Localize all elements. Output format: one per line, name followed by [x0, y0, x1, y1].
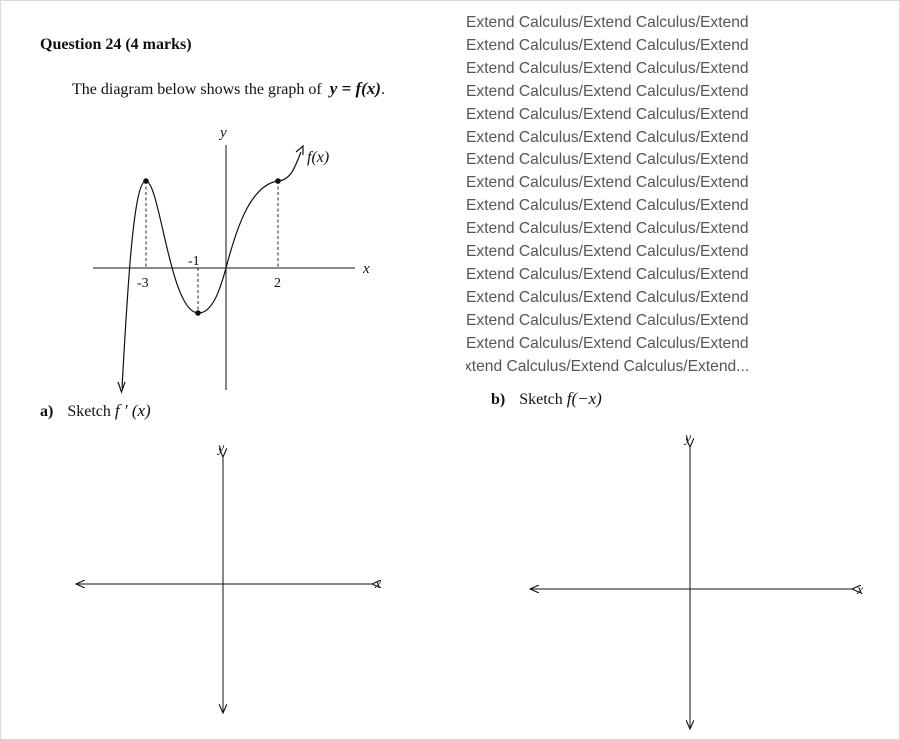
watermark-line: Extend Calculus/Extend Calculus/Extend [466, 14, 749, 31]
part-a-x-label: x [374, 577, 382, 592]
part-b-text: Sketch [519, 391, 563, 408]
watermark-line: Extend Calculus/Extend Calculus/Extend [466, 265, 749, 283]
local-min-point [195, 310, 201, 316]
watermark-line: Extend Calculus/Extend Calculus/Extend [466, 36, 749, 54]
watermark-line: Extend Calculus/Extend Calculus/Extend [466, 311, 749, 329]
part-b-x-label: x [856, 583, 864, 598]
question-title: Question 24 (4 marks) [40, 36, 192, 53]
part-b-prompt: b) Sketch f(−x) [491, 389, 602, 409]
stationary-inflection-point [275, 178, 281, 184]
part-a-math: f ′ (x) [114, 401, 151, 420]
part-a-prompt: a) Sketch f ′ (x) [40, 401, 151, 421]
watermark-line: Extend Calculus/Extend Calculus/Extend [466, 288, 749, 306]
tick-label-neg1: -1 [188, 254, 200, 269]
local-max-point [143, 178, 149, 184]
intro-end: . [380, 81, 385, 98]
down-arrow-head [117, 381, 126, 394]
part-b-axes: x y [530, 431, 864, 729]
part-a-y-label: y [216, 441, 225, 456]
part-a-axes: x y [76, 441, 382, 713]
part-b-y-label: y [683, 431, 692, 446]
part-a-label: a) [40, 403, 54, 420]
watermark-line: Extend Calculus/Extend Calculus/Extend [466, 105, 749, 123]
watermark-line: Extend Calculus/Extend Calculus/Extend [466, 243, 749, 261]
watermark-line: Extend Calculus/Extend Calculus/Extend [466, 174, 749, 192]
curve-label: f(x) [307, 149, 329, 166]
main-y-axis-label: y [218, 125, 227, 141]
watermark-line: Extend Calculus/Extend Calculus/Extend [466, 151, 749, 169]
watermark-line: Extend Calculus/Extend Calculus/Extend [466, 197, 749, 215]
main-x-axis-label: x [362, 261, 370, 277]
tick-label-neg3: -3 [137, 276, 149, 291]
watermark-line: Extend Calculus/Extend Calculus/Extend [466, 128, 749, 146]
watermark-line: Extend Calculus/Extend Calculus/Extend [466, 59, 749, 77]
part-b-label: b) [491, 391, 506, 408]
question-intro: The diagram below shows the graph of y =… [72, 79, 385, 99]
part-a-text: Sketch [67, 403, 111, 420]
watermark-line: Extend Calculus/Extend Calculus/Extend [466, 220, 749, 238]
up-arrow-head [295, 144, 304, 155]
watermark-line: xtend Calculus/Extend Calculus/Extend... [466, 357, 750, 375]
watermark-line: Extend Calculus/Extend Calculus/Extend [466, 82, 749, 100]
part-b-math: f(−x) [566, 389, 602, 408]
intro-math: y = f(x) [329, 79, 381, 98]
watermark-line: Extend Calculus/Extend Calculus/Extend [466, 334, 749, 352]
function-curve [121, 151, 302, 389]
watermark-text: Extend Calculus/Extend Calculus/Extend E… [466, 12, 796, 379]
tick-label-2: 2 [274, 276, 281, 291]
main-graph: x y -3 -1 2 f(x) [93, 125, 370, 394]
intro-text: The diagram below shows the graph of [72, 81, 322, 98]
